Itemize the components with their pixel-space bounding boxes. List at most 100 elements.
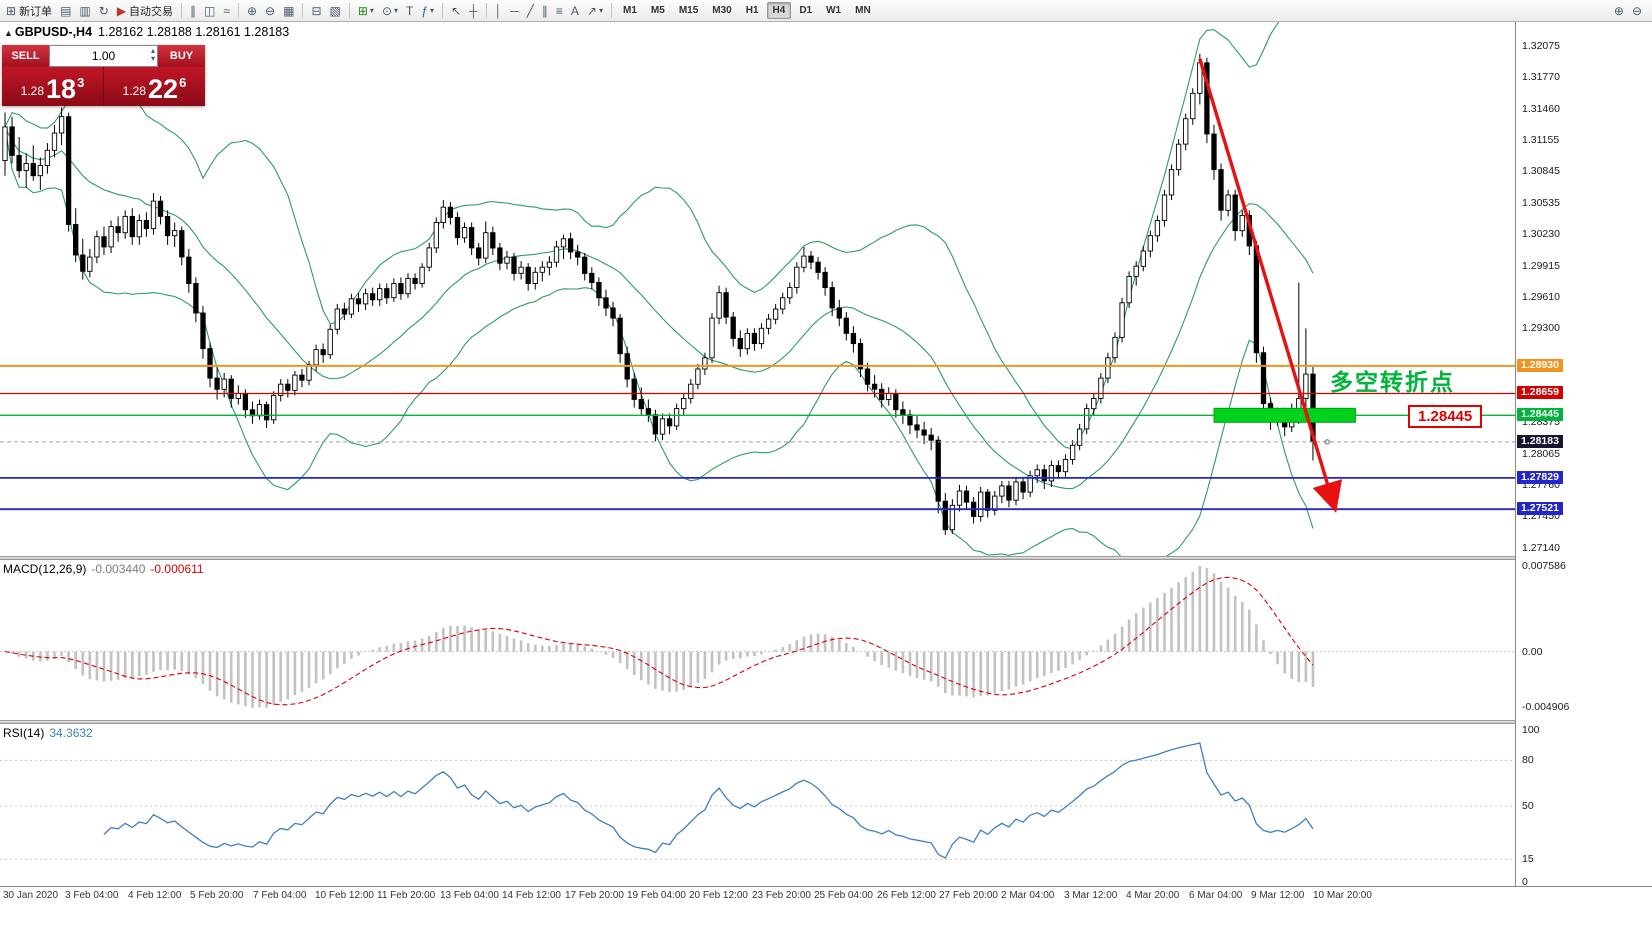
tile-windows-icon[interactable]: ⊟	[308, 2, 324, 20]
price-scale-label: 1.29300	[1522, 322, 1560, 334]
timeframe-m1-button[interactable]: M1	[623, 5, 637, 16]
grid-icon[interactable]: ▦	[280, 2, 297, 20]
new-order-button[interactable]: ⊞ 新订单	[3, 2, 55, 20]
sell-price-big: 18	[46, 74, 77, 104]
new-chart-icon[interactable]: ⊞ ▾	[355, 2, 377, 20]
volume-field[interactable]: 1.00 ▴ ▾	[49, 45, 158, 67]
line-chart-icon[interactable]: ≈	[220, 2, 233, 20]
timeframe-m15-button[interactable]: M15	[678, 5, 699, 16]
price-scale-label: 1.27140	[1522, 542, 1560, 554]
panel-separator[interactable]	[0, 556, 1652, 560]
timeframe-m5-button[interactable]: M5	[650, 5, 665, 16]
rsi-label: RSI(14) 34.3632	[3, 726, 93, 740]
dropdown-arrow-icon[interactable]: ▾	[598, 6, 603, 15]
rsi-panel[interactable]	[0, 724, 1515, 886]
price-level-tag: 1.27829	[1517, 471, 1563, 484]
rsi-scale-label: 80	[1522, 754, 1534, 766]
search-zoom-in-icon[interactable]: ⊕	[1611, 2, 1627, 20]
search-zoom-out-icon[interactable]: ⊖	[1629, 2, 1645, 20]
timeframe-h4-button[interactable]: H4	[766, 2, 792, 19]
trendline-icon[interactable]: ╱	[524, 2, 537, 20]
price-callout-label[interactable]: 1.28445	[1408, 405, 1483, 428]
crosshair-icon[interactable]: ┼	[466, 2, 481, 20]
panel-separator[interactable]	[0, 720, 1652, 724]
ohlc-values: 1.28162 1.28188 1.28161 1.28183	[98, 25, 290, 39]
sell-button[interactable]: SELL	[2, 45, 49, 67]
period-icon: ⊙	[381, 3, 392, 18]
timeframe-h1-button[interactable]: H1	[745, 5, 759, 16]
macd-panel[interactable]	[0, 560, 1515, 720]
annotation-text[interactable]: 多空转折点	[1330, 369, 1455, 395]
candlestick-chart-icon[interactable]: ◫	[201, 2, 218, 20]
zoom-in-icon[interactable]: ⊕	[244, 2, 260, 20]
current-price-tag: 1.28183	[1517, 435, 1563, 448]
timeframe-mn-button[interactable]: MN	[855, 5, 871, 16]
autotrading-button[interactable]: ▶ 自动交易	[114, 2, 176, 20]
timeframe-m30-button[interactable]: M30	[712, 5, 732, 16]
price-scale-label: 1.30845	[1522, 165, 1560, 177]
fibonacci-icon[interactable]: ≡	[553, 2, 566, 20]
volume-down-icon[interactable]: ▾	[150, 54, 155, 63]
toolbar-separator	[302, 3, 304, 18]
price-chart[interactable]	[0, 22, 1515, 556]
time-axis-label: 10 Mar 20:00	[1313, 890, 1372, 901]
rsi-scale-label: 50	[1522, 800, 1534, 812]
price-scale[interactable]: 1.32075 1.31770 1.31460 1.31155 1.30845 1.305…	[1515, 22, 1652, 888]
profiles-icon: ▥	[79, 3, 91, 18]
toolbar-separator	[485, 3, 487, 18]
macd-signal-value: -0.000611	[150, 562, 204, 576]
vertical-line-icon[interactable]: │	[492, 2, 506, 20]
horizontal-line-icon[interactable]: ─	[507, 2, 522, 20]
text-label-icon[interactable]: A	[568, 2, 582, 20]
chart-window-icon[interactable]: ▤	[57, 2, 74, 20]
macd-main-value: -0.003440	[91, 562, 146, 576]
macd-indicator-name: MACD(12,26,9)	[3, 562, 87, 576]
rsi-scale-label: 100	[1522, 724, 1540, 736]
crosshair-icon: ┼	[469, 3, 478, 18]
refresh-icon[interactable]: ↻	[96, 2, 112, 20]
current-price-marker	[1324, 439, 1330, 445]
trend-arrow	[1198, 58, 1343, 513]
ohlc-bars-icon[interactable]: ∥	[187, 2, 199, 20]
buy-price-small: 1.28	[122, 84, 147, 98]
symbol-label: GBPUSD-,H4	[14, 25, 93, 39]
toolbar-separator	[348, 3, 350, 18]
template-icon[interactable]: T	[403, 2, 416, 20]
trendline-icon: ╱	[526, 3, 534, 18]
cursor-icon[interactable]: ↖	[448, 2, 464, 20]
dropdown-arrow-icon[interactable]: ▾	[369, 6, 374, 15]
volume-up-icon[interactable]: ▴	[150, 46, 155, 55]
timeframe-d1-button[interactable]: D1	[799, 5, 813, 16]
dropdown-arrow-icon[interactable]: ▾	[430, 6, 435, 15]
indicators-icon[interactable]: ƒ ▾	[418, 2, 437, 20]
buy-button[interactable]: BUY	[158, 45, 205, 67]
volume-value: 1.00	[91, 49, 116, 63]
chart-window-icon: ▤	[60, 3, 72, 18]
toolbar-separator	[611, 3, 612, 18]
dropdown-arrow-icon[interactable]: ▾	[394, 6, 399, 15]
timeframe-w1-button[interactable]: W1	[826, 5, 842, 16]
zoom-out-icon: ⊖	[265, 3, 276, 18]
buy-price-big: 22	[148, 74, 179, 104]
new-order-icon: ⊞	[6, 3, 17, 18]
tile-windows-icon: ⊟	[311, 3, 322, 18]
new-order-button-label: 新订单	[19, 5, 53, 18]
arrows-icon[interactable]: ↗ ▾	[584, 2, 606, 20]
sell-price-button[interactable]: 1.28 18 3	[2, 67, 103, 106]
cascade-windows-icon[interactable]: ▧	[327, 2, 344, 20]
period-icon[interactable]: ⊙ ▾	[379, 2, 401, 20]
price-level-tag: 1.28445	[1517, 408, 1563, 421]
price-level-tag: 1.27521	[1517, 502, 1563, 515]
zoom-out-icon[interactable]: ⊖	[262, 2, 278, 20]
channel-icon[interactable]: ∥	[539, 2, 551, 20]
search-zoom-in-icon: ⊕	[1613, 3, 1624, 18]
horizontal-line-icon: ─	[510, 3, 519, 18]
price-scale-label: 1.30230	[1522, 228, 1560, 240]
profiles-icon[interactable]: ▥	[76, 2, 93, 20]
time-axis-label: 4 Feb 12:00	[128, 890, 182, 901]
time-axis[interactable]: 30 Jan 2020 3 Feb 04:00 4 Feb 12:00 5 Feb 2…	[0, 886, 1652, 905]
buy-price-button[interactable]: 1.28 22 6	[104, 67, 205, 106]
time-axis-label: 11 Feb 20:00	[377, 890, 436, 901]
time-axis-label: 20 Feb 12:00	[689, 890, 748, 901]
price-scale-label: 1.29915	[1522, 260, 1560, 272]
